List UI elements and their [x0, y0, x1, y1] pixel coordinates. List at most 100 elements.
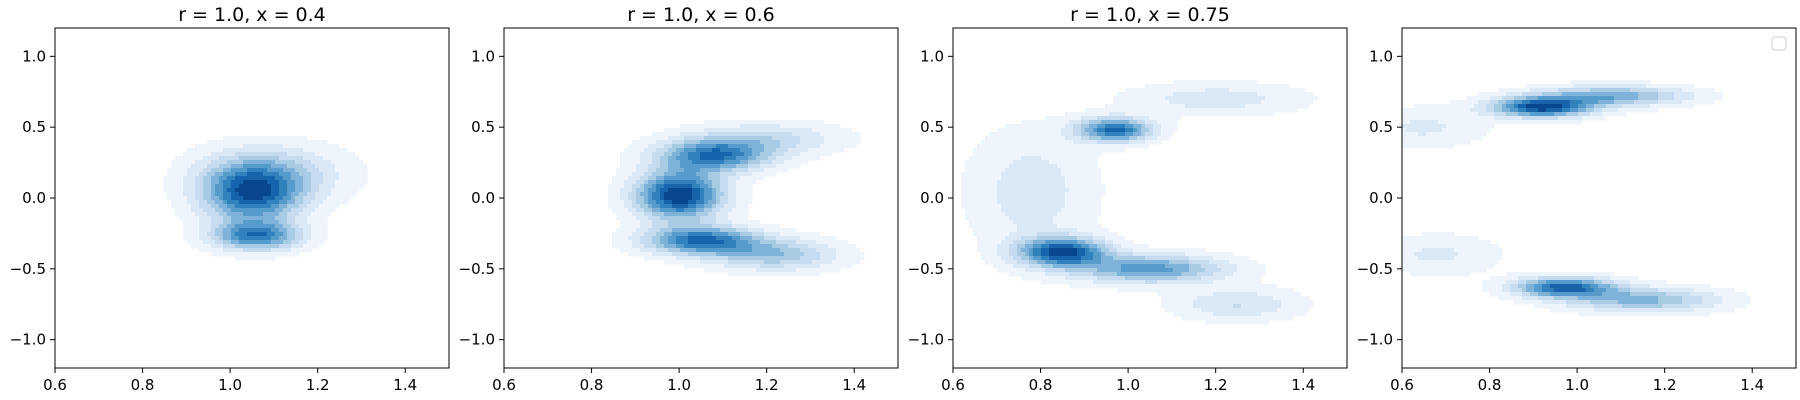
- contour-cell: [1073, 172, 1078, 177]
- contour-cell: [668, 256, 673, 261]
- contour-cell: [1061, 120, 1066, 125]
- contour-cell: [708, 188, 713, 193]
- contour-cell: [1173, 84, 1178, 89]
- contour-cell: [780, 244, 785, 249]
- contour-cell: [973, 156, 978, 161]
- contour-cell: [263, 204, 268, 209]
- contour-cell: [223, 144, 228, 149]
- contour-cell: [195, 156, 200, 161]
- contour-cell: [668, 208, 673, 213]
- contour-cell: [243, 188, 248, 193]
- contour-cell: [1121, 136, 1126, 141]
- contour-cell: [271, 156, 276, 161]
- contour-cell: [760, 248, 765, 253]
- contour-cell: [1005, 160, 1010, 165]
- contour-cell: [993, 172, 998, 177]
- contour-cell: [203, 228, 208, 233]
- contour-cell: [279, 220, 284, 225]
- contour-cell: [343, 164, 348, 169]
- contour-cell: [720, 172, 725, 177]
- contour-cell: [1065, 152, 1070, 157]
- contour-cell: [1257, 112, 1262, 117]
- contour-cell: [1061, 188, 1066, 193]
- contour-cell: [271, 176, 276, 181]
- contour-cell: [704, 156, 709, 161]
- contour-cell: [219, 212, 224, 217]
- contour-cell: [207, 188, 212, 193]
- contour-cell: [1141, 248, 1146, 253]
- contour-cell: [235, 224, 240, 229]
- contour-cell: [1105, 136, 1110, 141]
- contour-cell: [832, 240, 837, 245]
- contour-cell: [1117, 124, 1122, 129]
- contour-cell: [1033, 160, 1038, 165]
- contour-cell: [1061, 260, 1066, 265]
- contour-cell: [692, 136, 697, 141]
- contour-cell: [1141, 108, 1146, 113]
- contour-cell: [804, 156, 809, 161]
- contour-cell: [219, 244, 224, 249]
- contour-cell: [716, 160, 721, 165]
- contour-cell: [708, 252, 713, 257]
- contour-cell: [1113, 104, 1118, 109]
- contour-cell: [239, 236, 244, 241]
- contour-cell: [708, 244, 713, 249]
- contour-cell: [1129, 248, 1134, 253]
- contour-cell: [1005, 140, 1010, 145]
- contour-cell: [1169, 104, 1174, 109]
- contour-cell: [704, 248, 709, 253]
- contour-cell: [315, 244, 320, 249]
- contour-cell: [688, 160, 693, 165]
- contour-cell: [1069, 160, 1074, 165]
- contour-cell: [764, 244, 769, 249]
- contour-cell: [656, 152, 661, 157]
- contour-cell: [211, 196, 216, 201]
- contour-cell: [1085, 176, 1090, 181]
- contour-cell: [1205, 256, 1210, 261]
- contour-cell: [251, 256, 256, 261]
- contour-cell: [736, 252, 741, 257]
- contour-cell: [652, 236, 657, 241]
- contour-cell: [1149, 260, 1154, 265]
- contour-cell: [1157, 100, 1162, 105]
- contour-cell: [1029, 168, 1034, 173]
- contour-cell: [1069, 144, 1074, 149]
- contour-cell: [624, 240, 629, 245]
- contour-cell: [708, 256, 713, 261]
- contour-cell: [1193, 104, 1198, 109]
- contour-cell: [696, 188, 701, 193]
- contour-cell: [1069, 252, 1074, 257]
- contour-cell: [1021, 224, 1026, 229]
- contour-cell: [1177, 96, 1182, 101]
- contour-cell: [243, 144, 248, 149]
- contour-cell: [1217, 268, 1222, 273]
- contour-cell: [1053, 248, 1058, 253]
- contour-cell: [243, 176, 248, 181]
- contour-cell: [223, 136, 228, 141]
- contour-cell: [203, 196, 208, 201]
- contour-cell: [1201, 112, 1206, 117]
- contour-cell: [732, 200, 737, 205]
- contour-cell: [732, 188, 737, 193]
- contour-cell: [1037, 164, 1042, 169]
- contour-cell: [652, 212, 657, 217]
- contour-cell: [844, 132, 849, 137]
- contour-cell: [728, 220, 733, 225]
- contour-cell: [664, 180, 669, 185]
- contour-cell: [1061, 172, 1066, 177]
- contour-cell: [1129, 132, 1134, 137]
- contour-cell: [251, 252, 256, 257]
- contour-cell: [283, 208, 288, 213]
- contour-cell: [624, 172, 629, 177]
- contour-cell: [616, 168, 621, 173]
- contour-cell: [1161, 92, 1166, 97]
- contour-cell: [255, 144, 260, 149]
- contour-cell: [1125, 124, 1130, 129]
- contour-cell: [1145, 252, 1150, 257]
- contour-cell: [351, 172, 356, 177]
- contour-cell: [1097, 132, 1102, 137]
- contour-cell: [1225, 108, 1230, 113]
- contour-cell: [981, 196, 986, 201]
- contour-cell: [1209, 84, 1214, 89]
- contour-cell: [672, 168, 677, 173]
